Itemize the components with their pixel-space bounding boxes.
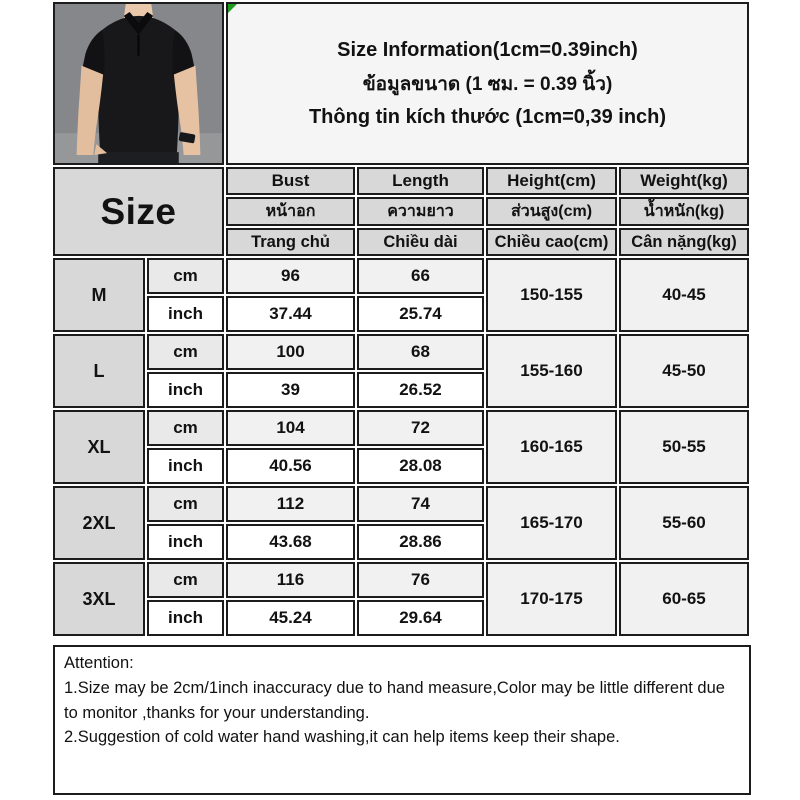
trousers bbox=[98, 152, 179, 163]
col-header-length-vi: Chiều dài bbox=[357, 228, 484, 256]
green-corner-marker-icon bbox=[228, 4, 237, 13]
bust-cm-value: 104 bbox=[226, 410, 355, 446]
weight-range-value: 60-65 bbox=[619, 562, 749, 636]
length-cm-value: 74 bbox=[357, 486, 484, 522]
col-header-bust-vi: Trang chủ bbox=[226, 228, 355, 256]
length-inch-value: 28.86 bbox=[357, 524, 484, 560]
title-vietnamese: Thông tin kích thước (1cm=0,39 inch) bbox=[308, 105, 667, 128]
bust-inch-value: 37.44 bbox=[226, 296, 355, 332]
unit-cm-label: cm bbox=[147, 258, 224, 294]
size-label-l: L bbox=[53, 334, 145, 408]
bust-cm-value: 112 bbox=[226, 486, 355, 522]
product-photo-cell bbox=[53, 2, 224, 165]
unit-cm-label: cm bbox=[147, 562, 224, 598]
weight-range-value: 50-55 bbox=[619, 410, 749, 484]
bust-cm-value: 116 bbox=[226, 562, 355, 598]
unit-cm-label: cm bbox=[147, 410, 224, 446]
right-sleeve bbox=[172, 29, 195, 76]
model-photo bbox=[55, 4, 222, 163]
bust-inch-value: 39 bbox=[226, 372, 355, 408]
col-header-weight-vi: Cân nặng(kg) bbox=[619, 228, 749, 256]
height-range-value: 165-170 bbox=[486, 486, 617, 560]
height-range-value: 170-175 bbox=[486, 562, 617, 636]
title-english: Size Information(1cm=0.39inch) bbox=[337, 38, 638, 61]
bust-inch-value: 40.56 bbox=[226, 448, 355, 484]
left-hand bbox=[94, 144, 108, 156]
col-header-length-en: Length bbox=[357, 167, 484, 195]
unit-cm-label: cm bbox=[147, 334, 224, 370]
unit-inch-label: inch bbox=[147, 448, 224, 484]
left-arm bbox=[76, 65, 104, 156]
size-label-xl: XL bbox=[53, 410, 145, 484]
attention-note-1: 1.Size may be 2cm/1inch inaccuracy due t… bbox=[64, 678, 725, 722]
length-inch-value: 28.08 bbox=[357, 448, 484, 484]
length-cm-value: 68 bbox=[357, 334, 484, 370]
bust-inch-value: 43.68 bbox=[226, 524, 355, 560]
unit-inch-label: inch bbox=[147, 524, 224, 560]
unit-cm-label: cm bbox=[147, 486, 224, 522]
unit-inch-label: inch bbox=[147, 600, 224, 636]
right-arm bbox=[173, 65, 201, 156]
attention-note-2: 2.Suggestion of cold water hand washing,… bbox=[64, 728, 620, 747]
height-range-value: 150-155 bbox=[486, 258, 617, 332]
collar bbox=[123, 11, 154, 35]
size-label-m: M bbox=[53, 258, 145, 332]
bust-cm-value: 100 bbox=[226, 334, 355, 370]
size-label-3xl: 3XL bbox=[53, 562, 145, 636]
unit-inch-label: inch bbox=[147, 372, 224, 408]
height-range-value: 155-160 bbox=[486, 334, 617, 408]
weight-range-value: 40-45 bbox=[619, 258, 749, 332]
attention-box: Attention: 1.Size may be 2cm/1inch inacc… bbox=[53, 645, 751, 795]
length-inch-value: 29.64 bbox=[357, 600, 484, 636]
bust-inch-value: 45.24 bbox=[226, 600, 355, 636]
left-sleeve bbox=[82, 29, 105, 76]
title-thai: ข้อมูลขนาด (1 ซม. = 0.39 นิ้ว) bbox=[362, 73, 613, 95]
length-cm-value: 72 bbox=[357, 410, 484, 446]
height-range-value: 160-165 bbox=[486, 410, 617, 484]
length-inch-value: 26.52 bbox=[357, 372, 484, 408]
col-header-length-th: ความยาว bbox=[357, 197, 484, 226]
unit-inch-label: inch bbox=[147, 296, 224, 332]
size-header: Size bbox=[53, 167, 224, 256]
col-header-weight-th: น้ำหนัก(kg) bbox=[619, 197, 749, 226]
attention-heading: Attention: bbox=[64, 654, 134, 672]
size-label-2xl: 2XL bbox=[53, 486, 145, 560]
length-cm-value: 66 bbox=[357, 258, 484, 294]
wrist-watch bbox=[178, 132, 196, 144]
weight-range-value: 55-60 bbox=[619, 486, 749, 560]
length-inch-value: 25.74 bbox=[357, 296, 484, 332]
polo-shirt bbox=[97, 15, 180, 156]
bust-cm-value: 96 bbox=[226, 258, 355, 294]
col-header-height-en: Height(cm) bbox=[486, 167, 617, 195]
col-header-weight-en: Weight(kg) bbox=[619, 167, 749, 195]
col-header-bust-en: Bust bbox=[226, 167, 355, 195]
col-header-bust-th: หน้าอก bbox=[226, 197, 355, 226]
title-cell: Size Information(1cm=0.39inch) ข้อมูลขนา… bbox=[226, 2, 749, 165]
weight-range-value: 45-50 bbox=[619, 334, 749, 408]
length-cm-value: 76 bbox=[357, 562, 484, 598]
size-table: Size Information(1cm=0.39inch) ข้อมูลขนา… bbox=[51, 0, 751, 638]
col-header-height-vi: Chiều cao(cm) bbox=[486, 228, 617, 256]
col-header-height-th: ส่วนสูง(cm) bbox=[486, 197, 617, 226]
